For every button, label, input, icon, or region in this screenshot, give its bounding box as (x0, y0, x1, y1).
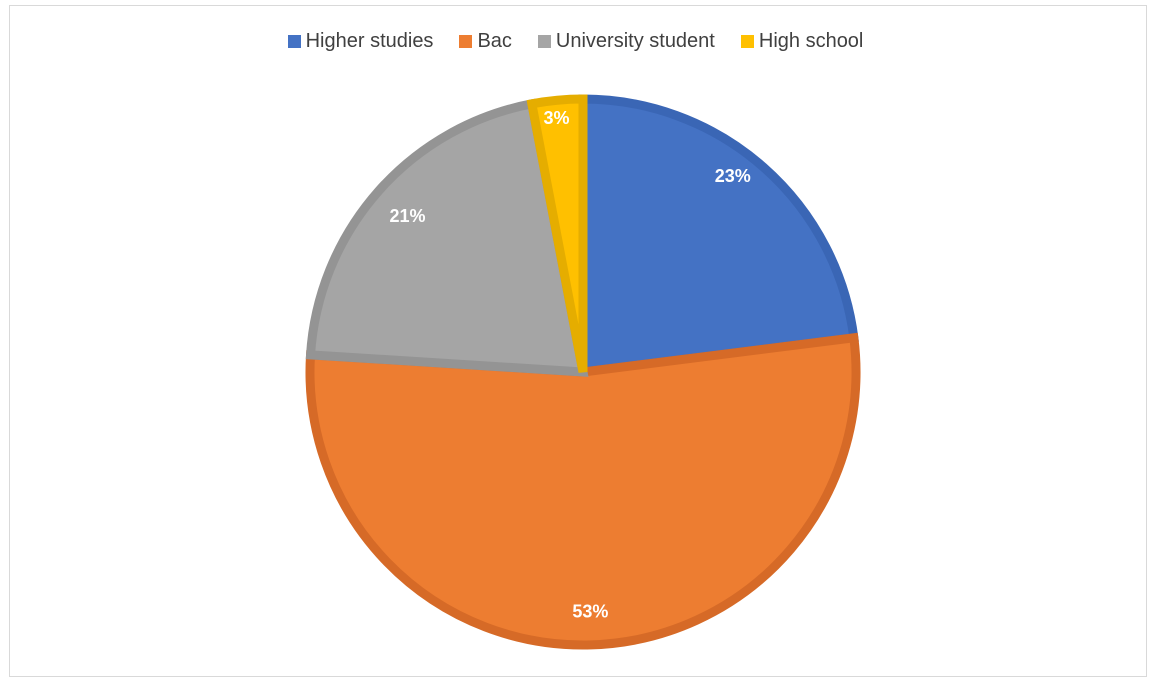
legend-label-higher-studies: Higher studies (305, 30, 434, 52)
slice-higher-studies (578, 94, 859, 378)
legend-swatch-university-student (537, 35, 551, 48)
legend-item-bac: Bac (459, 30, 512, 53)
legend-item-university-student: University student (537, 30, 715, 53)
legend-swatch-high-school (740, 35, 754, 48)
legend-label-university-student: University student (555, 30, 715, 52)
data-label-higher-studies: 23% (715, 166, 751, 186)
slice-bac (305, 332, 861, 650)
slice-university-student (305, 98, 589, 377)
data-label-high-school: 3% (543, 108, 569, 128)
legend-swatch-higher-studies (287, 35, 301, 48)
legend-swatch-bac (459, 35, 473, 48)
legend-item-higher-studies: Higher studies (287, 30, 434, 53)
legend: Higher studies Bac University student Hi… (0, 30, 1151, 53)
data-label-bac: 53% (572, 602, 608, 622)
slice-high-school (526, 94, 588, 373)
data-label-university-student: 21% (389, 206, 425, 226)
legend-label-high-school: High school (758, 30, 864, 52)
legend-label-bac: Bac (477, 30, 512, 52)
legend-item-high-school: High school (740, 30, 864, 53)
